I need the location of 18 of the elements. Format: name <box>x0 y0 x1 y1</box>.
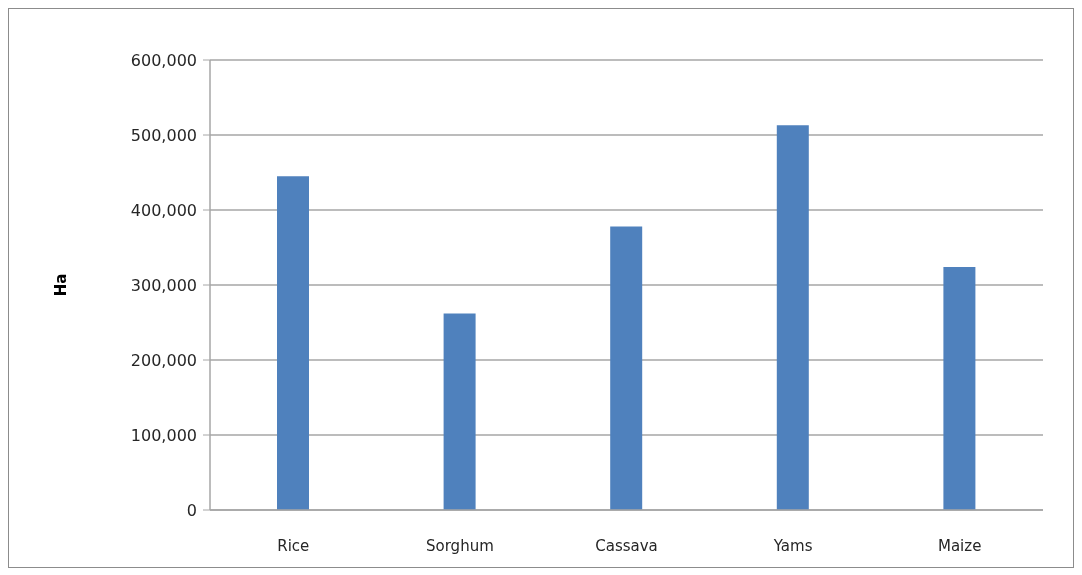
x-tick-label: Yams <box>772 536 813 555</box>
y-tick-label: 600,000 <box>130 50 197 70</box>
y-axis-title: Ha <box>52 273 71 297</box>
y-tick-label: 200,000 <box>130 350 197 370</box>
y-tick-label: 300,000 <box>130 275 197 295</box>
bar <box>443 313 476 510</box>
x-tick-label: Rice <box>277 536 310 555</box>
y-tick-label: 400,000 <box>130 200 197 220</box>
y-tick-label: 100,000 <box>130 425 197 445</box>
x-tick-label: Maize <box>938 536 982 555</box>
x-tick-label: Sorghum <box>426 536 494 555</box>
bar <box>610 226 643 510</box>
y-tick-label: 500,000 <box>130 125 197 145</box>
bar <box>277 176 309 510</box>
bar <box>776 125 809 510</box>
y-tick-label: 0 <box>186 500 197 520</box>
bar <box>943 267 976 510</box>
x-tick-label: Cassava <box>595 536 658 555</box>
